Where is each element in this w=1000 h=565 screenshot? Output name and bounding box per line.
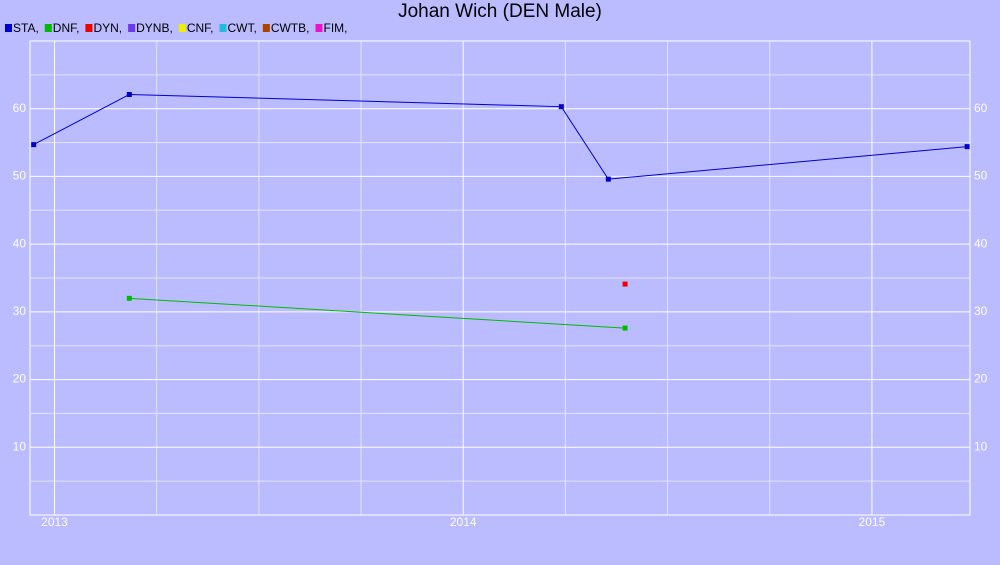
y-tick-label: 40: [13, 236, 27, 250]
y2-tick-label: 10: [974, 439, 988, 453]
data-point: [622, 281, 628, 287]
legend-label: DNF,: [53, 21, 80, 35]
y-tick-label: 30: [13, 304, 27, 318]
y-tick-label: 60: [13, 101, 27, 115]
y-tick-label: 20: [13, 372, 27, 386]
legend-swatch: [219, 24, 227, 32]
plot-frame: [29, 40, 971, 516]
data-point: [605, 176, 611, 182]
y2-tick-label: 40: [974, 236, 988, 250]
legend-label: CWT,: [227, 21, 256, 35]
data-point: [964, 144, 970, 150]
y2-tick-label: 20: [974, 372, 988, 386]
y2-tick-label: 50: [974, 169, 988, 183]
data-point: [622, 325, 628, 331]
legend-swatch: [5, 24, 12, 32]
data-point: [31, 142, 37, 148]
legend-label: CNF,: [187, 21, 214, 35]
chart-title: Johan Wich (DEN Male): [398, 1, 602, 22]
legend-swatch: [44, 24, 52, 32]
legend-label: FIM,: [323, 21, 347, 35]
y2-tick-label: 60: [974, 101, 988, 115]
legend-label: DYN,: [93, 21, 122, 35]
x-tick-label: 2014: [450, 515, 477, 529]
data-point: [126, 91, 132, 97]
x-tick-label: 2013: [41, 515, 68, 529]
x-tick-label: 2015: [859, 515, 886, 529]
legend-swatch: [128, 24, 136, 32]
data-point: [558, 104, 564, 110]
legend-swatch: [178, 24, 186, 32]
legend-swatch: [85, 24, 93, 32]
legend-label: DYNB,: [136, 21, 173, 35]
legend-label: STA,: [13, 21, 39, 35]
series-line: [129, 297, 626, 329]
data-point: [126, 295, 132, 301]
legend-label: CWTB,: [271, 21, 310, 35]
y-tick-label: 50: [13, 169, 27, 183]
y-tick-label: 10: [13, 439, 27, 453]
legend-swatch: [315, 24, 323, 32]
y2-tick-label: 30: [974, 304, 988, 318]
legend-swatch: [262, 24, 270, 32]
